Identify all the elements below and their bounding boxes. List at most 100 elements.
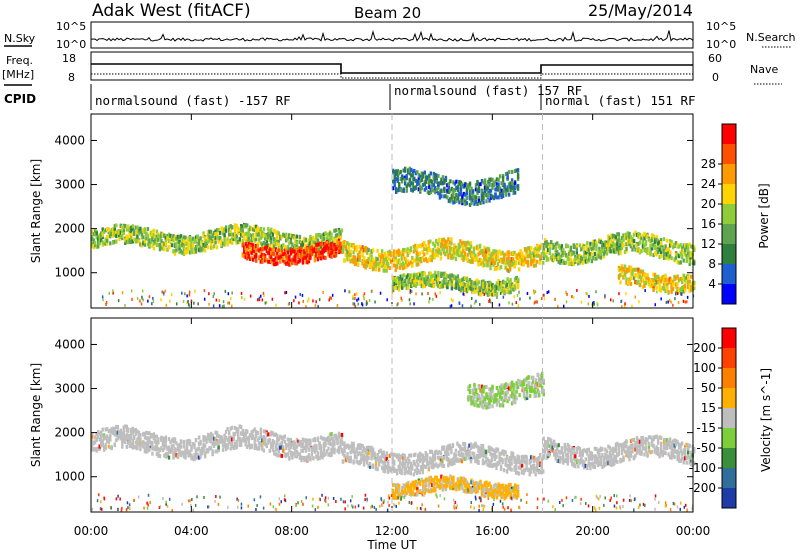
colorbar-tick-label: 28 bbox=[701, 157, 716, 171]
cpid-row: CPID normalsound (fast) -157 RF normalso… bbox=[4, 83, 696, 110]
ytick-label: 2000 bbox=[54, 222, 85, 236]
power-feature bbox=[392, 166, 520, 207]
date-title: 25/May/2014 bbox=[588, 1, 693, 20]
freq-unit: [MHz] bbox=[2, 68, 34, 81]
power-axes: 1000 2000 3000 4000 bbox=[54, 114, 694, 308]
xtick-label: 16:00 bbox=[475, 524, 510, 538]
colorbar-tick-label: 20 bbox=[701, 197, 716, 211]
freq-label: Freq. bbox=[6, 54, 33, 67]
velocity-colorbar: 200 100 50 15 -15 -50 -100 -200 bbox=[689, 327, 737, 509]
velocity-feature bbox=[467, 371, 545, 410]
cpid-mode-3: normal (fast) 151 RF bbox=[545, 93, 696, 108]
colorbar-swatch bbox=[722, 328, 736, 348]
velocity-heatmap bbox=[91, 371, 696, 512]
freq-trace bbox=[91, 63, 693, 74]
colorbar-swatch bbox=[722, 348, 736, 368]
ytick-label: 3000 bbox=[54, 178, 85, 192]
velocity-cbar-label: Velocity [m s^-1] bbox=[759, 368, 773, 472]
colorbar-swatch bbox=[722, 204, 736, 224]
colorbar-tick-label: 12 bbox=[701, 237, 716, 251]
nsky-label: N.Sky bbox=[4, 32, 36, 45]
colorbar-swatch bbox=[722, 164, 736, 184]
power-feature bbox=[617, 264, 696, 295]
colorbar-tick-label: -100 bbox=[689, 461, 716, 475]
colorbar-swatch bbox=[722, 264, 736, 284]
colorbar-swatch bbox=[722, 488, 736, 508]
colorbar-swatch bbox=[722, 184, 736, 204]
freq-panel: Freq. [MHz] 18 8 60 0 Nave bbox=[2, 51, 782, 86]
velocity-ylabel: Slant Range [km] bbox=[29, 363, 43, 467]
colorbar-tick-label: -50 bbox=[696, 441, 716, 455]
freq-tick-bottom: 8 bbox=[68, 71, 75, 84]
power-near-range-speckle bbox=[101, 289, 695, 308]
cpid-mode-1: normalsound (fast) -157 RF bbox=[95, 93, 291, 108]
nsky-tick-bottom: 10^0 bbox=[56, 38, 86, 51]
xtick-label: 20:00 bbox=[575, 524, 610, 538]
velocity-feature bbox=[542, 434, 696, 471]
power-feature bbox=[341, 237, 545, 273]
cpid-label: CPID bbox=[4, 92, 36, 106]
colorbar-tick-label: 4 bbox=[708, 277, 716, 291]
colorbar-tick-label: 100 bbox=[693, 361, 716, 375]
colorbar-swatch bbox=[722, 408, 736, 428]
nsky-panel: N.Sky 10^5 10^0 10^5 10^0 N.Search bbox=[4, 20, 796, 51]
xtick-label: 08:00 bbox=[274, 524, 309, 538]
colorbar-tick-label: 16 bbox=[701, 217, 716, 231]
velocity-near-range-speckle bbox=[91, 493, 694, 512]
colorbar-swatch bbox=[722, 284, 736, 304]
nave-trace bbox=[91, 73, 693, 79]
colorbar-tick-label: -15 bbox=[696, 421, 716, 435]
nsky-trace bbox=[90, 29, 694, 42]
power-heatmap bbox=[91, 166, 696, 308]
colorbar-tick-label: -200 bbox=[689, 481, 716, 495]
colorbar-tick-label: 8 bbox=[708, 257, 716, 271]
station-title: Adak West (fitACF) bbox=[92, 1, 251, 21]
colorbar-tick-label: 50 bbox=[701, 381, 716, 395]
nsearch-tick-bottom: 10^0 bbox=[706, 38, 736, 51]
colorbar-swatch bbox=[722, 144, 736, 164]
colorbar-tick-label: 24 bbox=[701, 177, 716, 191]
colorbar-swatch bbox=[722, 124, 736, 144]
velocity-feature bbox=[341, 441, 545, 477]
power-feature bbox=[392, 270, 520, 297]
xtick-label: 12:00 bbox=[375, 524, 410, 538]
colorbar-swatch bbox=[722, 368, 736, 388]
nave-label: Nave bbox=[750, 63, 778, 76]
beam-title: Beam 20 bbox=[354, 4, 421, 22]
power-feature bbox=[241, 238, 344, 267]
colorbar-swatch bbox=[722, 448, 736, 468]
colorbar-tick-label: 200 bbox=[693, 341, 716, 355]
colorbar-tick-label: 15 bbox=[701, 401, 716, 415]
nsearch-label: N.Search bbox=[746, 31, 796, 44]
power-feature bbox=[542, 230, 696, 267]
xtick-label: 00:00 bbox=[676, 524, 711, 538]
ytick-label: 1000 bbox=[54, 470, 85, 484]
velocity-feature bbox=[91, 424, 344, 463]
colorbar-swatch bbox=[722, 244, 736, 264]
colorbar-swatch bbox=[722, 224, 736, 244]
colorbar-swatch bbox=[722, 468, 736, 488]
colorbar-swatch bbox=[722, 388, 736, 408]
nsearch-tick-top: 10^5 bbox=[706, 20, 736, 33]
velocity-feature bbox=[392, 474, 520, 501]
nave-tick-bottom: 0 bbox=[712, 71, 719, 84]
xtick-label: 00:00 bbox=[74, 524, 109, 538]
nsky-tick-top: 10^5 bbox=[56, 20, 86, 33]
xtick-label: 04:00 bbox=[174, 524, 209, 538]
time-axis: 00:00 04:00 08:00 12:00 16:00 20:00 00:00 bbox=[74, 524, 711, 538]
ytick-label: 1000 bbox=[54, 266, 85, 280]
power-colorbar: 4 8 12 16 20 24 28 bbox=[701, 123, 737, 305]
power-ylabel: Slant Range [km] bbox=[29, 159, 43, 263]
ytick-label: 3000 bbox=[54, 382, 85, 396]
xlabel: Time UT bbox=[366, 538, 417, 552]
colorbar-swatch bbox=[722, 428, 736, 448]
power-cbar-label: Power [dB] bbox=[757, 183, 771, 248]
velocity-axes: 1000 2000 3000 4000 bbox=[54, 318, 694, 512]
nave-tick-top: 60 bbox=[708, 52, 722, 65]
ytick-label: 4000 bbox=[54, 337, 85, 351]
power-panel: 1000 2000 3000 4000 Slant Range [km] 4 8 12 16… bbox=[29, 113, 771, 309]
freq-tick-top: 18 bbox=[62, 52, 76, 65]
ytick-label: 4000 bbox=[54, 133, 85, 147]
